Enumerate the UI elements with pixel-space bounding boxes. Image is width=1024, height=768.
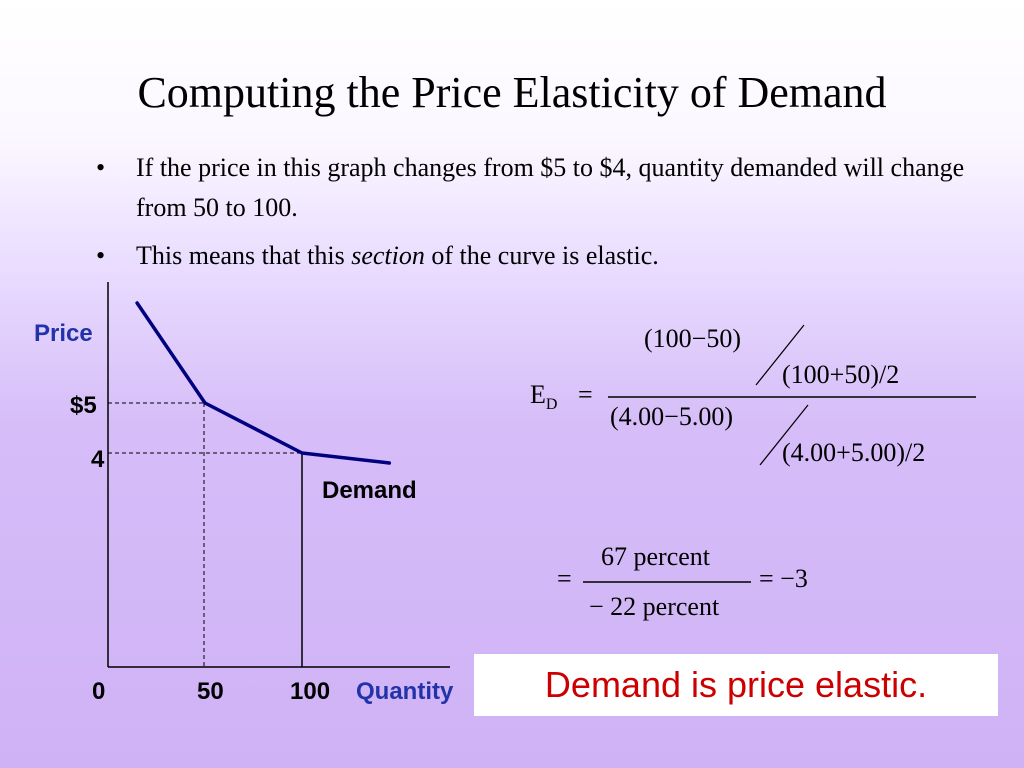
formula-equals: = xyxy=(578,380,593,409)
bullet-text-after: of the curve is elastic. xyxy=(424,241,659,270)
numerator-change: (100−50) xyxy=(644,324,741,353)
x-axis-label: Quantity xyxy=(356,678,454,705)
bullet-emphasis: section xyxy=(351,241,425,270)
result-lines xyxy=(583,581,751,583)
elasticity-symbol: ED xyxy=(530,380,558,414)
bullet-item: • This means that this section of the cu… xyxy=(96,236,976,276)
denominator-average: (4.00+5.00)/2 xyxy=(782,438,926,467)
elasticity-result: = 67 percent − 22 percent = −3 xyxy=(545,540,845,621)
conclusion-box: Demand is price elastic. xyxy=(474,654,998,716)
x-tick-100: 100 xyxy=(290,678,331,705)
result-value: = −3 xyxy=(759,564,808,593)
y-tick-4: 4 xyxy=(91,446,105,473)
x-tick-50: 50 xyxy=(197,678,224,705)
denominator-change: (4.00−5.00) xyxy=(610,402,733,431)
graph-canvas xyxy=(107,282,450,668)
curve-label: Demand xyxy=(322,477,417,504)
bullet-symbol: • xyxy=(96,241,106,270)
numerator-average: (100+50)/2 xyxy=(782,360,900,389)
y-tick-5: $5 xyxy=(70,392,97,419)
result-equals: = xyxy=(557,564,572,593)
numerator-slash xyxy=(755,324,805,386)
demand-curve xyxy=(135,301,392,465)
slide-title: Computing the Price Elasticity of Demand xyxy=(137,68,887,117)
elasticity-formula: ED = (100−50) (100+50)/2 (4.00−5.00) (4.… xyxy=(520,310,990,500)
bullet-item: • If the price in this graph changes fro… xyxy=(96,148,976,228)
bullet-list: • If the price in this graph changes fro… xyxy=(96,148,976,284)
denominator-slash xyxy=(759,404,809,466)
demand-graph: Price $5 4 0 50 100 Quantity Demand xyxy=(0,270,480,720)
result-numerator: 67 percent xyxy=(601,542,711,571)
formula-lines xyxy=(608,324,976,466)
y-axis-label: Price xyxy=(34,320,93,347)
result-denominator: − 22 percent xyxy=(589,592,720,621)
x-tick-0: 0 xyxy=(92,678,106,705)
bullet-symbol: • xyxy=(96,153,106,182)
bullet-text-before: This means that this xyxy=(136,241,352,270)
bullet-text: If the price in this graph changes from … xyxy=(136,153,965,222)
